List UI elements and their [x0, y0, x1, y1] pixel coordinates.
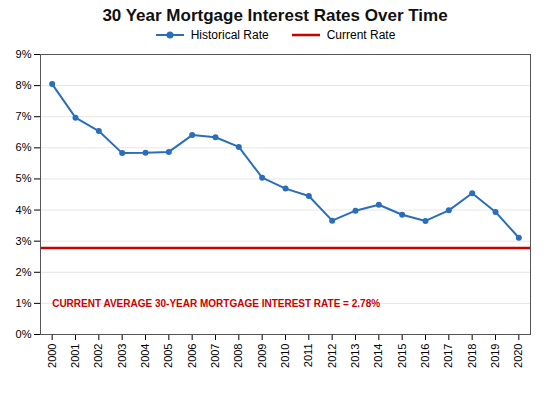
svg-text:2010: 2010 — [279, 344, 291, 368]
svg-text:5%: 5% — [16, 172, 32, 184]
svg-text:1%: 1% — [16, 297, 32, 309]
svg-text:2008: 2008 — [232, 344, 244, 368]
svg-text:2000: 2000 — [46, 344, 58, 368]
svg-text:2020: 2020 — [512, 344, 524, 368]
html-text:30 Year Mortgage Interest Rate: 30 Year Mortgage Interest Rates Over Tim… — [102, 6, 448, 25]
svg-text:2019: 2019 — [489, 344, 501, 368]
svg-text:2011: 2011 — [302, 344, 314, 368]
svg-text:CURRENT AVERAGE 30-YEAR MORTGA: CURRENT AVERAGE 30-YEAR MORTGAGE INTERES… — [52, 298, 380, 309]
svg-text:2007: 2007 — [209, 344, 221, 368]
svg-text:7%: 7% — [16, 110, 32, 122]
svg-text:0%: 0% — [16, 328, 32, 340]
svg-text:2003: 2003 — [116, 344, 128, 368]
svg-text:3%: 3% — [16, 235, 32, 247]
svg-text:8%: 8% — [16, 79, 32, 91]
svg-text:2017: 2017 — [442, 344, 454, 368]
svg-text:2009: 2009 — [256, 344, 268, 368]
html-text:Historical Rate: Historical Rate — [190, 28, 269, 42]
svg-text:2013: 2013 — [349, 344, 361, 368]
svg-text:2018: 2018 — [466, 344, 478, 368]
svg-text:2014: 2014 — [372, 344, 384, 368]
svg-text:9%: 9% — [16, 48, 32, 60]
svg-text:6%: 6% — [16, 141, 32, 153]
svg-text:2001: 2001 — [69, 344, 81, 368]
svg-text:2016: 2016 — [419, 344, 431, 368]
svg-text:2006: 2006 — [186, 344, 198, 368]
html-text:Current Rate: Current Rate — [326, 28, 396, 42]
svg-text:2002: 2002 — [92, 344, 104, 368]
svg-text:2%: 2% — [16, 266, 32, 278]
svg-text:2015: 2015 — [396, 344, 408, 368]
svg-text:2012: 2012 — [326, 344, 338, 368]
svg-text:4%: 4% — [16, 204, 32, 216]
svg-text:2005: 2005 — [162, 344, 174, 368]
svg-text:2004: 2004 — [139, 344, 151, 368]
